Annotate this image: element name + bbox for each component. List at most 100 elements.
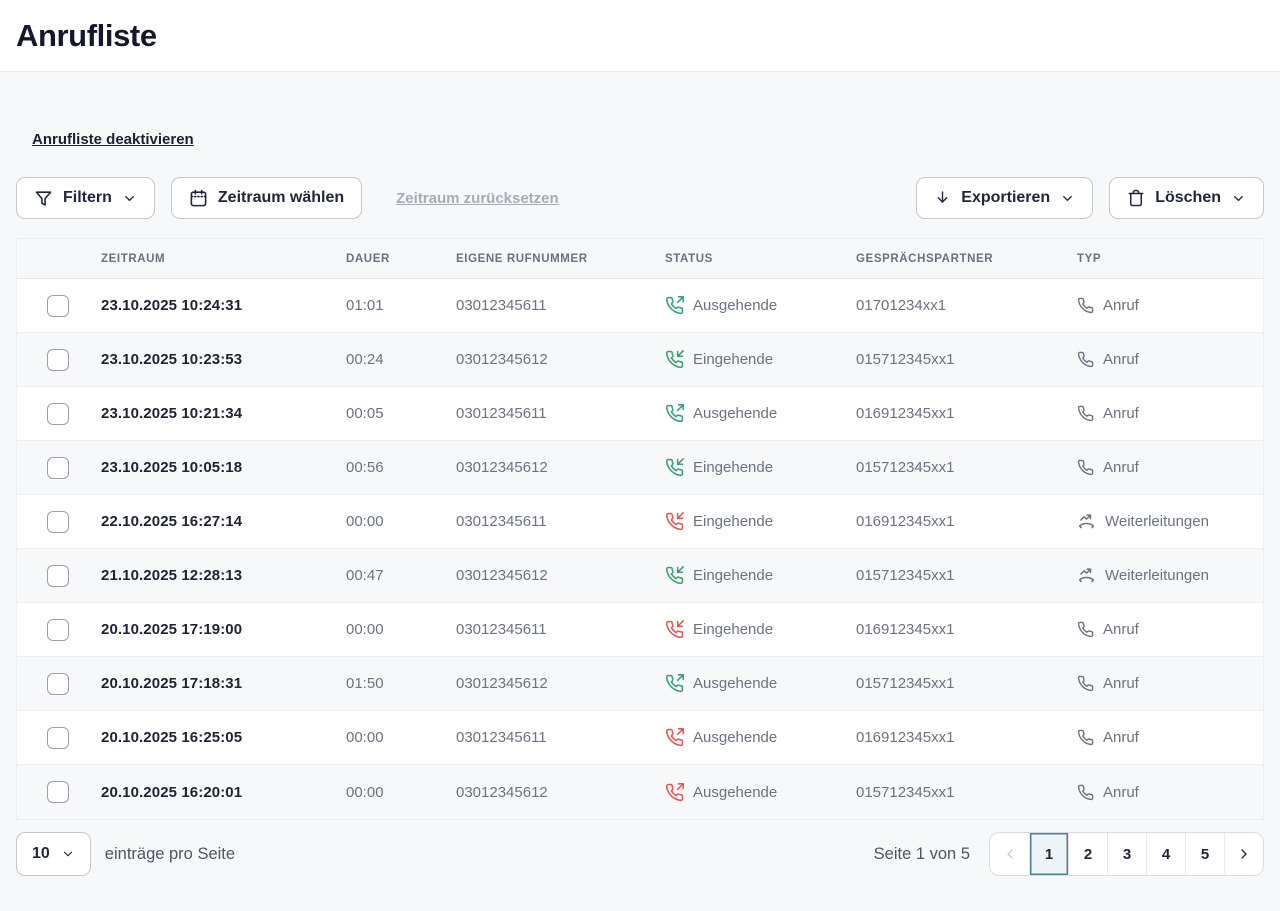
chevron-down-icon xyxy=(1231,191,1246,206)
phone-icon xyxy=(1077,297,1094,314)
outgoing-call-icon xyxy=(665,296,684,315)
cell-eigene-rufnummer: 03012345612 xyxy=(456,567,665,584)
cell-gespraechspartner: 016912345xx1 xyxy=(856,405,1077,422)
page-button-2[interactable]: 2 xyxy=(1068,833,1107,875)
cell-status-label: Eingehende xyxy=(693,459,773,476)
row-checkbox[interactable] xyxy=(47,295,69,317)
phone-icon xyxy=(1077,405,1094,422)
cell-zeitraum: 23.10.2025 10:21:34 xyxy=(101,405,346,422)
cell-typ-label: Weiterleitungen xyxy=(1105,567,1209,584)
phone-icon xyxy=(1077,621,1094,638)
cell-dauer: 01:01 xyxy=(346,297,456,314)
cell-gespraechspartner: 015712345xx1 xyxy=(856,567,1077,584)
export-button-label: Exportieren xyxy=(961,189,1050,207)
page-button-3[interactable]: 3 xyxy=(1107,833,1146,875)
cell-typ-label: Anruf xyxy=(1103,459,1139,476)
row-checkbox[interactable] xyxy=(47,349,69,371)
call-table-row: 20.10.2025 17:18:3101:5003012345612Ausge… xyxy=(17,657,1263,711)
chevron-down-icon xyxy=(1060,191,1075,206)
cell-eigene-rufnummer: 03012345611 xyxy=(456,405,665,422)
cell-zeitraum: 22.10.2025 16:27:14 xyxy=(101,513,346,530)
deactivate-call-list-link[interactable]: Anrufliste deaktivieren xyxy=(32,131,194,148)
cell-gespraechspartner: 015712345xx1 xyxy=(856,351,1077,368)
cell-zeitraum: 23.10.2025 10:05:18 xyxy=(101,459,346,476)
per-page-value: 10 xyxy=(32,845,50,863)
call-table-row: 22.10.2025 16:27:1400:0003012345611Einge… xyxy=(17,495,1263,549)
row-checkbox[interactable] xyxy=(47,727,69,749)
cell-status-label: Ausgehende xyxy=(693,784,777,801)
cell-eigene-rufnummer: 03012345612 xyxy=(456,784,665,801)
cell-typ-label: Anruf xyxy=(1103,351,1139,368)
cell-status-label: Eingehende xyxy=(693,513,773,530)
main-content: Anrufliste deaktivieren Filtern Zeitraum… xyxy=(0,72,1280,876)
choose-range-button-label: Zeitraum wählen xyxy=(218,189,344,207)
cell-gespraechspartner: 01701234xx1 xyxy=(856,297,1077,314)
column-header-dauer: DAUER xyxy=(346,253,456,265)
row-checkbox[interactable] xyxy=(47,403,69,425)
top-bar: Anrufliste xyxy=(0,0,1280,72)
pagination-bar: 10 einträge pro Seite Seite 1 von 5 1234… xyxy=(16,832,1264,876)
next-page-button[interactable] xyxy=(1224,833,1263,875)
outgoing-call-icon xyxy=(665,674,684,693)
cell-dauer: 00:05 xyxy=(346,405,456,422)
call-list-table: ZEITRAUM DAUER EIGENE RUFNUMMER STATUS G… xyxy=(16,238,1264,820)
cell-gespraechspartner: 015712345xx1 xyxy=(856,675,1077,692)
cell-eigene-rufnummer: 03012345611 xyxy=(456,513,665,530)
download-arrow-icon xyxy=(934,190,951,207)
cell-zeitraum: 20.10.2025 16:25:05 xyxy=(101,729,346,746)
cell-status-label: Eingehende xyxy=(693,567,773,584)
cell-eigene-rufnummer: 03012345612 xyxy=(456,351,665,368)
call-table-row: 20.10.2025 17:19:0000:0003012345611Einge… xyxy=(17,603,1263,657)
incoming-call-icon xyxy=(665,350,684,369)
cell-status-label: Eingehende xyxy=(693,351,773,368)
phone-icon xyxy=(1077,675,1094,692)
delete-button-label: Löschen xyxy=(1155,189,1221,207)
filter-button[interactable]: Filtern xyxy=(16,177,155,219)
export-button[interactable]: Exportieren xyxy=(916,177,1093,219)
row-checkbox[interactable] xyxy=(47,619,69,641)
incoming-call-icon xyxy=(665,458,684,477)
cell-typ-label: Anruf xyxy=(1103,405,1139,422)
cell-dauer: 00:47 xyxy=(346,567,456,584)
row-checkbox[interactable] xyxy=(47,673,69,695)
cell-dauer: 00:56 xyxy=(346,459,456,476)
cell-dauer: 00:24 xyxy=(346,351,456,368)
delete-button[interactable]: Löschen xyxy=(1109,177,1264,219)
row-checkbox[interactable] xyxy=(47,565,69,587)
page-status-text: Seite 1 von 5 xyxy=(874,845,970,864)
reset-range-link[interactable]: Zeitraum zurücksetzen xyxy=(396,190,559,207)
cell-gespraechspartner: 016912345xx1 xyxy=(856,729,1077,746)
table-body: 23.10.2025 10:24:3101:0103012345611Ausge… xyxy=(17,279,1263,819)
incoming-call-icon xyxy=(665,620,684,639)
chevron-down-icon xyxy=(122,191,137,206)
page-title: Anrufliste xyxy=(16,18,157,54)
call-table-row: 23.10.2025 10:05:1800:5603012345612 Einge… xyxy=(17,441,1263,495)
per-page-select[interactable]: 10 xyxy=(16,832,91,876)
cell-status-label: Ausgehende xyxy=(693,297,777,314)
cell-gespraechspartner: 015712345xx1 xyxy=(856,784,1077,801)
cell-zeitraum: 23.10.2025 10:23:53 xyxy=(101,351,346,368)
call-forward-icon xyxy=(1077,512,1096,531)
row-checkbox[interactable] xyxy=(47,781,69,803)
phone-icon xyxy=(1077,729,1094,746)
row-checkbox[interactable] xyxy=(47,511,69,533)
prev-page-button[interactable] xyxy=(990,833,1029,875)
page-button-1[interactable]: 1 xyxy=(1029,833,1068,875)
outgoing-call-icon xyxy=(665,728,684,747)
cell-dauer: 00:00 xyxy=(346,621,456,638)
cell-typ-label: Anruf xyxy=(1103,729,1139,746)
cell-typ-label: Anruf xyxy=(1103,675,1139,692)
choose-range-button[interactable]: Zeitraum wählen xyxy=(171,177,362,219)
cell-typ-label: Anruf xyxy=(1103,784,1139,801)
column-header-eigene-rufnummer: EIGENE RUFNUMMER xyxy=(456,253,665,265)
cell-typ-label: Weiterleitungen xyxy=(1105,513,1209,530)
page-button-5[interactable]: 5 xyxy=(1185,833,1224,875)
cell-eigene-rufnummer: 03012345612 xyxy=(456,459,665,476)
cell-status-label: Ausgehende xyxy=(693,405,777,422)
cell-eigene-rufnummer: 03012345612 xyxy=(456,675,665,692)
cell-gespraechspartner: 016912345xx1 xyxy=(856,513,1077,530)
incoming-call-icon xyxy=(665,566,684,585)
page-button-4[interactable]: 4 xyxy=(1146,833,1185,875)
row-checkbox[interactable] xyxy=(47,457,69,479)
filter-funnel-icon xyxy=(34,189,53,208)
